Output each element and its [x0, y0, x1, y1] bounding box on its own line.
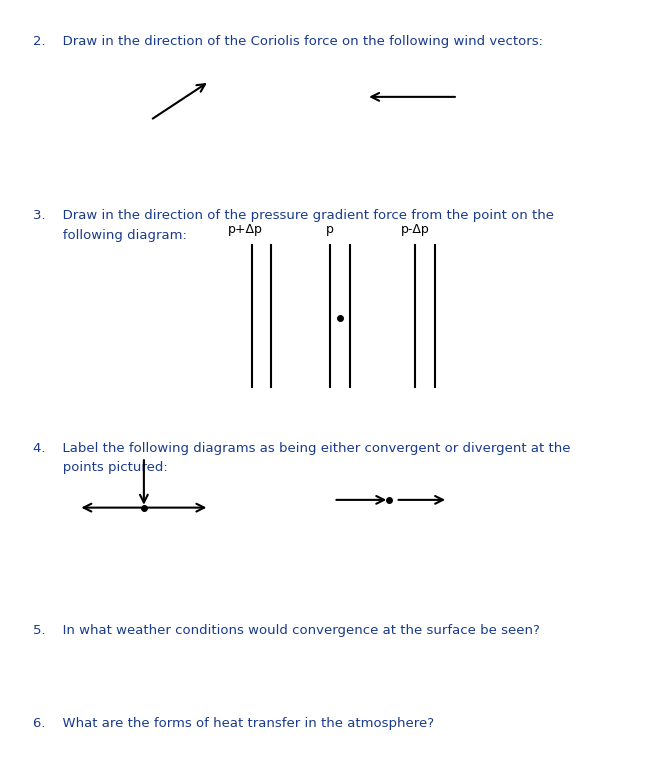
Text: 2.    Draw in the direction of the Coriolis force on the following wind vectors:: 2. Draw in the direction of the Coriolis…: [33, 35, 543, 48]
Text: 5.    In what weather conditions would convergence at the surface be seen?: 5. In what weather conditions would conv…: [33, 624, 540, 637]
Text: following diagram:: following diagram:: [33, 229, 186, 242]
Text: 6.    What are the forms of heat transfer in the atmosphere?: 6. What are the forms of heat transfer i…: [33, 717, 434, 730]
Text: points pictured:: points pictured:: [33, 461, 167, 474]
Text: p: p: [326, 223, 334, 236]
Text: p+Δp: p+Δp: [228, 223, 263, 236]
Text: 3.    Draw in the direction of the pressure gradient force from the point on the: 3. Draw in the direction of the pressure…: [33, 209, 554, 222]
Text: p-Δp: p-Δp: [401, 223, 430, 236]
Text: 4.    Label the following diagrams as being either convergent or divergent at th: 4. Label the following diagrams as being…: [33, 442, 570, 455]
